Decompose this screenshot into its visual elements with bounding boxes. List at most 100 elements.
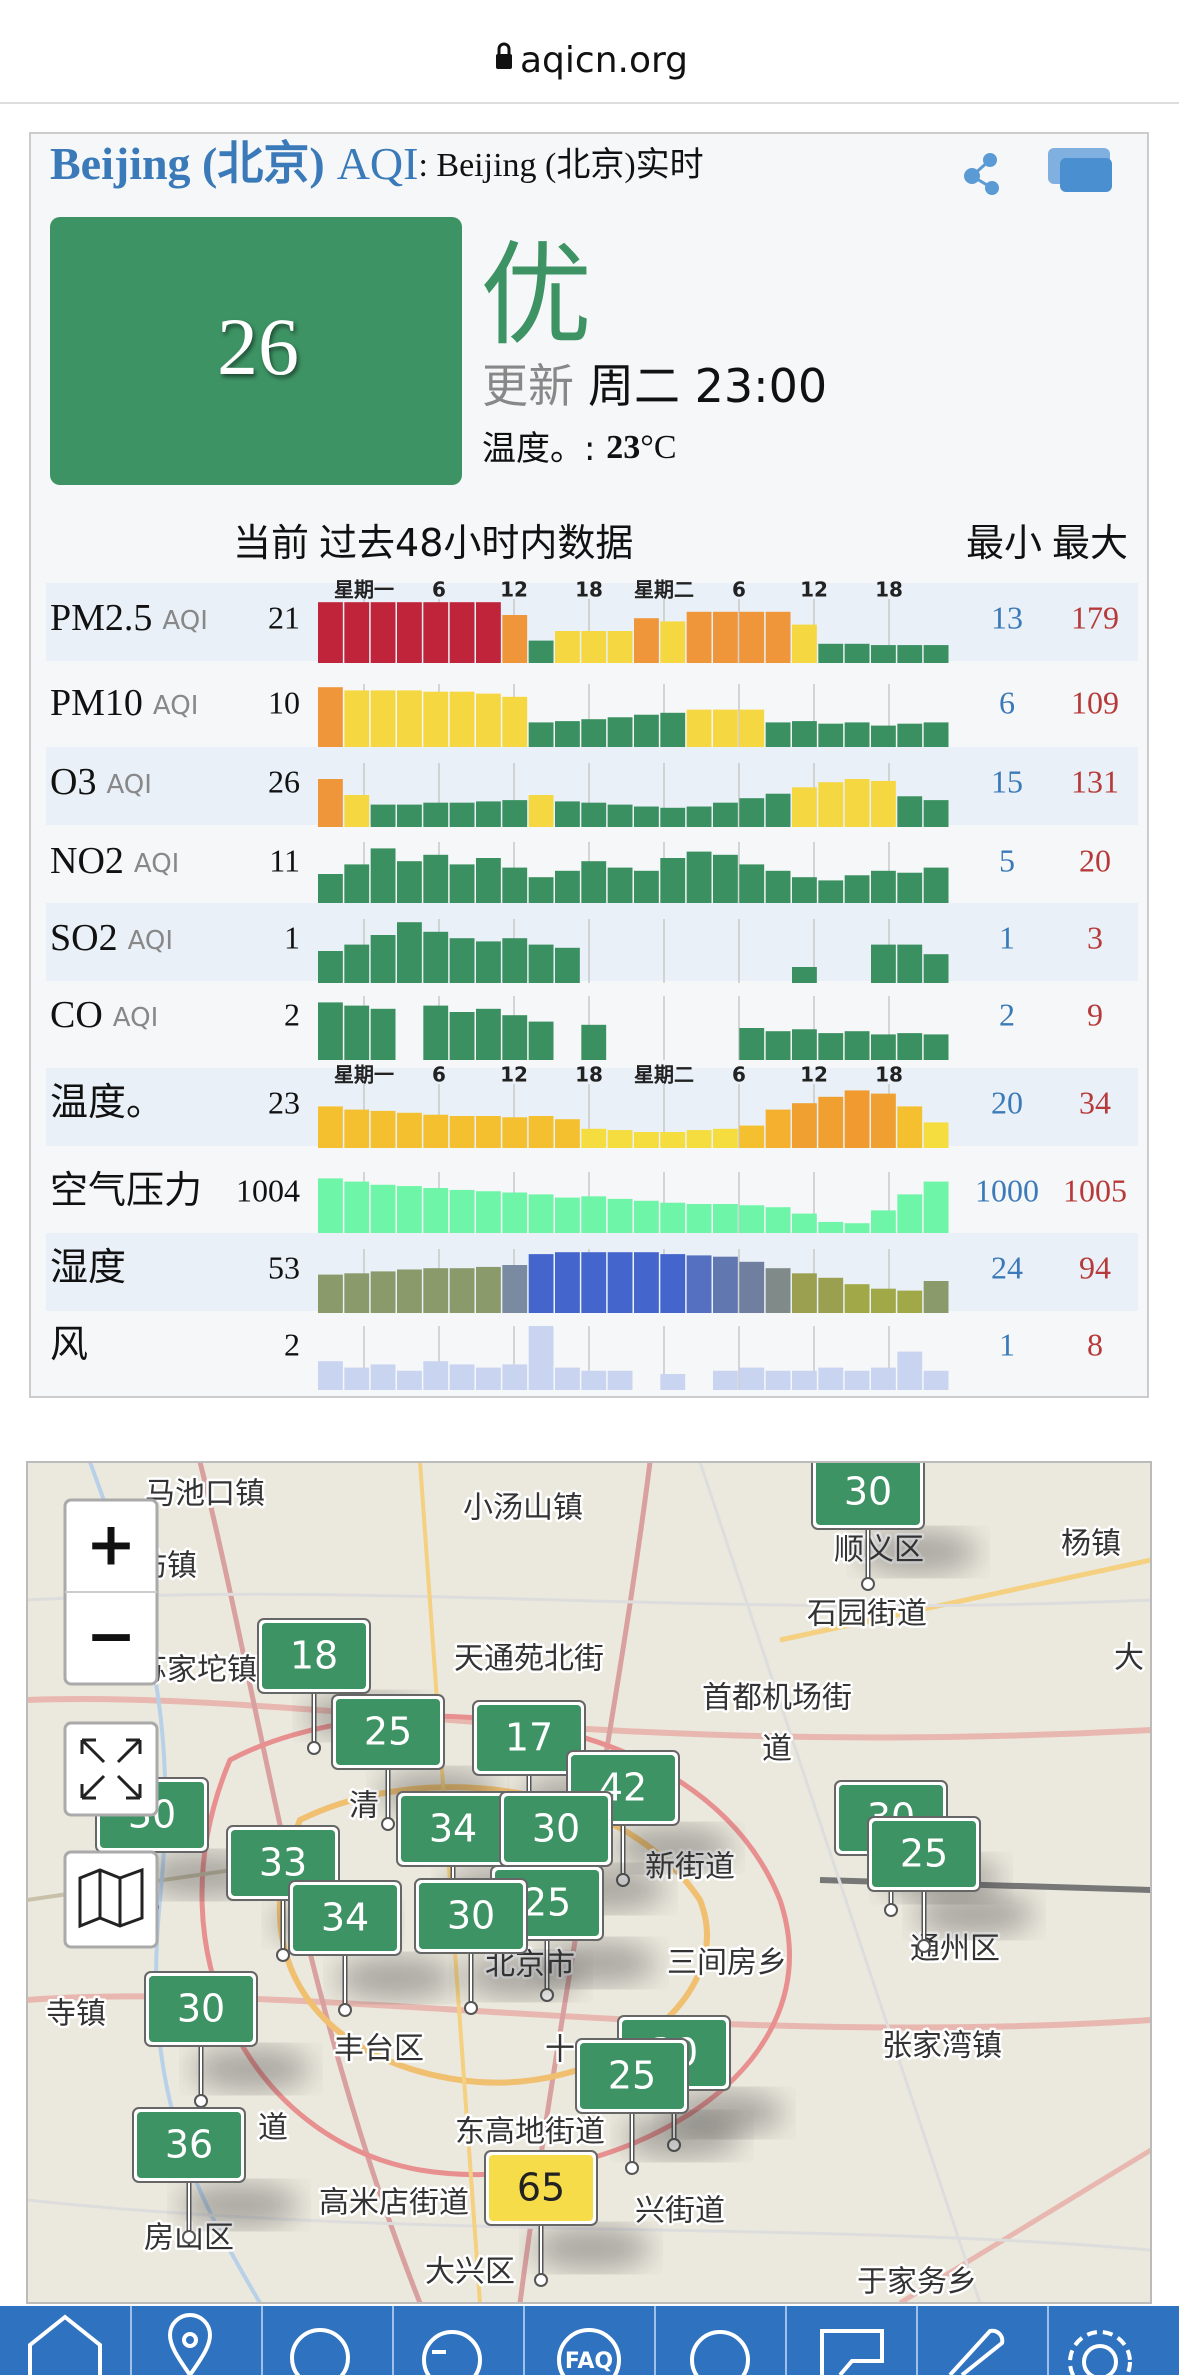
marker[interactable]	[580, 2043, 684, 2109]
history-bar	[318, 1274, 343, 1313]
marker-value[interactable]: 36	[165, 2123, 213, 2167]
marker-pin	[307, 1741, 321, 1755]
marker[interactable]	[336, 1699, 440, 1765]
history-bar	[581, 1196, 607, 1236]
layers-button[interactable]	[63, 1850, 159, 1949]
url-bar	[0, 0, 1179, 103]
row-name: PM2.5 AQI	[50, 597, 208, 639]
history-bar	[581, 1024, 607, 1060]
marker-value[interactable]: 25	[608, 2054, 656, 2098]
minmax-header: 最小 最大	[966, 521, 1128, 565]
share-icon[interactable]	[964, 153, 999, 195]
marker[interactable]	[293, 1885, 397, 1951]
history-bar	[581, 802, 607, 827]
zoom-control[interactable]: + −	[63, 1498, 159, 1686]
marker[interactable]	[489, 2155, 593, 2221]
history-bar	[634, 870, 659, 906]
update: 更新 周二 23:00	[482, 359, 827, 413]
history-bar	[344, 1181, 370, 1236]
history-bar	[634, 1132, 659, 1148]
marker[interactable]	[262, 1623, 366, 1689]
history-bar	[607, 804, 633, 827]
marker-value[interactable]: 65	[517, 2166, 565, 2210]
marker-pin	[182, 2230, 196, 2244]
max-value: 8	[1087, 1326, 1103, 1362]
url[interactable]: aqicn.org	[520, 40, 688, 81]
history-bar	[765, 870, 791, 906]
history-bar	[897, 1194, 923, 1236]
marker-value[interactable]: 25	[900, 1832, 948, 1876]
history-bar	[897, 723, 923, 748]
lock-icon	[497, 42, 511, 55]
marker[interactable]	[137, 2112, 241, 2178]
history-bar	[476, 941, 501, 983]
marker-value[interactable]: 30	[447, 1894, 495, 1938]
nav-faq[interactable]: FAQ	[565, 2349, 613, 2374]
marker-value[interactable]: 30	[177, 1987, 225, 2031]
current-value: 2	[284, 996, 300, 1032]
history-bar	[370, 602, 396, 663]
marker-shadow	[622, 2114, 742, 2158]
min-value: 6	[999, 684, 1015, 720]
marker-value[interactable]: 25	[523, 1881, 571, 1925]
history-bar	[818, 643, 844, 663]
history-bar	[449, 864, 475, 906]
history-bar	[344, 1109, 370, 1148]
history-bar	[897, 1290, 923, 1313]
marker[interactable]	[231, 1830, 335, 1896]
marker[interactable]	[816, 1459, 920, 1525]
current-value: 53	[268, 1249, 300, 1285]
history-bar	[449, 1268, 475, 1313]
history-bar	[739, 611, 765, 663]
marker[interactable]	[401, 1796, 505, 1862]
history-bar	[555, 801, 580, 827]
time-tick-label: 12	[500, 578, 528, 602]
history-bar	[871, 1093, 896, 1148]
marker-value[interactable]: 17	[505, 1716, 553, 1760]
marker-value[interactable]: 18	[290, 1634, 338, 1678]
history-bar	[792, 1029, 817, 1060]
copy-icon[interactable]	[1048, 148, 1112, 192]
map-border	[26, 1461, 1152, 2304]
history-bar	[555, 721, 580, 748]
marker-pin	[625, 2161, 639, 2175]
map[interactable]: 马池口镇小汤山镇杨镇日坊镇顺义区石园街道天通苑北街苏家坨镇大首都机场街道清新街道…	[27, 1455, 1151, 2303]
marker-value[interactable]: 34	[429, 1807, 477, 1851]
table-header: 当前 过去48小时内数据	[233, 521, 633, 565]
fullscreen-button[interactable]	[63, 1721, 159, 1817]
marker-value[interactable]: 30	[532, 1807, 580, 1851]
marker[interactable]	[477, 1705, 581, 1771]
history-bar	[686, 851, 712, 906]
zoom-out[interactable]: −	[86, 1602, 136, 1672]
history-bar	[502, 615, 528, 663]
history-bar	[344, 864, 370, 906]
history-bar	[871, 944, 896, 983]
place-label: 寺镇	[46, 1997, 106, 2032]
city[interactable]: Beijing (北京)	[50, 138, 325, 189]
marker[interactable]	[872, 1821, 976, 1887]
marker[interactable]	[419, 1883, 523, 1949]
pollutant: CO	[50, 994, 103, 1036]
marker-value[interactable]: 30	[844, 1470, 892, 1514]
history-bar	[844, 1090, 870, 1148]
unit: AQI	[128, 926, 173, 956]
marker[interactable]	[504, 1796, 608, 1862]
marker-value[interactable]: 33	[259, 1841, 307, 1885]
history-bar	[607, 867, 633, 906]
zoom-in[interactable]: +	[86, 1510, 136, 1580]
history-bar	[476, 858, 501, 906]
history-bar	[449, 802, 475, 827]
history-bar	[660, 1132, 686, 1148]
pollutant: 湿度	[50, 1247, 126, 1289]
history-bar	[423, 1361, 449, 1390]
history-bar	[660, 712, 686, 748]
marker-pin	[381, 1817, 395, 1831]
marker-value[interactable]: 34	[321, 1896, 369, 1940]
marker[interactable]	[149, 1976, 253, 2042]
marker-value[interactable]: 25	[364, 1710, 412, 1754]
row-name: 风	[50, 1324, 88, 1366]
aqi-level: 优	[480, 231, 592, 361]
marker-shadow	[179, 2183, 299, 2227]
history-bar	[449, 602, 475, 663]
